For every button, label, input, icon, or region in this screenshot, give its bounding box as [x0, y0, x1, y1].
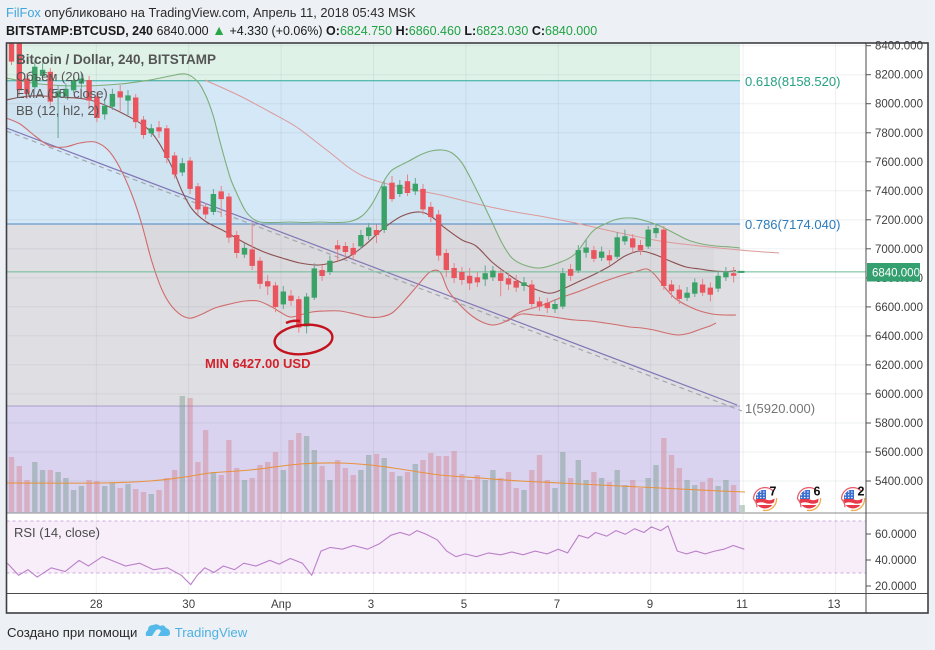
svg-text:7: 7 — [770, 485, 777, 499]
svg-text:5800.000: 5800.000 — [875, 418, 923, 430]
svg-text:9: 9 — [647, 599, 653, 611]
svg-text:Апр: Апр — [271, 599, 291, 611]
svg-text:RSI (14, close): RSI (14, close) — [14, 525, 100, 540]
svg-text:5: 5 — [461, 599, 467, 611]
svg-text:7800.000: 7800.000 — [875, 128, 923, 140]
svg-text:0.618(8158.520): 0.618(8158.520) — [745, 74, 840, 89]
svg-text:20.0000: 20.0000 — [875, 581, 917, 593]
svg-text:11: 11 — [736, 599, 748, 611]
svg-text:7: 7 — [554, 599, 560, 611]
svg-text:2: 2 — [858, 485, 865, 499]
svg-text:6200.000: 6200.000 — [875, 360, 923, 372]
svg-text:Bitcoin / Dollar, 240, BITSTAM: Bitcoin / Dollar, 240, BITSTAMP — [16, 52, 216, 67]
svg-text:MIN 6427.00 USD: MIN 6427.00 USD — [205, 356, 311, 371]
svg-text:60.0000: 60.0000 — [875, 529, 917, 541]
svg-text:30: 30 — [182, 599, 195, 611]
svg-text:1(5920.000): 1(5920.000) — [745, 401, 815, 416]
svg-text:6600.000: 6600.000 — [875, 302, 923, 314]
svg-text:28: 28 — [90, 599, 103, 611]
svg-text:7600.000: 7600.000 — [875, 157, 923, 169]
svg-text:6000.000: 6000.000 — [875, 389, 923, 401]
svg-text:3: 3 — [368, 599, 374, 611]
svg-text:6840.000: 6840.000 — [872, 268, 920, 280]
svg-text:7000.000: 7000.000 — [875, 244, 923, 256]
svg-text:7200.000: 7200.000 — [875, 215, 923, 227]
svg-text:5600.000: 5600.000 — [875, 447, 923, 459]
svg-text:7400.000: 7400.000 — [875, 186, 923, 198]
svg-text:EMA (55, close): EMA (55, close) — [16, 86, 108, 101]
svg-text:8200.000: 8200.000 — [875, 70, 923, 82]
svg-text:BB (12, hl2, 2): BB (12, hl2, 2) — [16, 103, 99, 118]
svg-text:13: 13 — [828, 599, 841, 611]
svg-text:6: 6 — [814, 485, 821, 499]
svg-text:Объём (20): Объём (20) — [16, 69, 84, 84]
svg-text:0.786(7174.040): 0.786(7174.040) — [745, 217, 840, 232]
svg-text:6400.000: 6400.000 — [875, 331, 923, 343]
svg-text:5400.000: 5400.000 — [875, 476, 923, 488]
svg-text:8000.000: 8000.000 — [875, 99, 923, 111]
svg-text:40.0000: 40.0000 — [875, 555, 917, 567]
